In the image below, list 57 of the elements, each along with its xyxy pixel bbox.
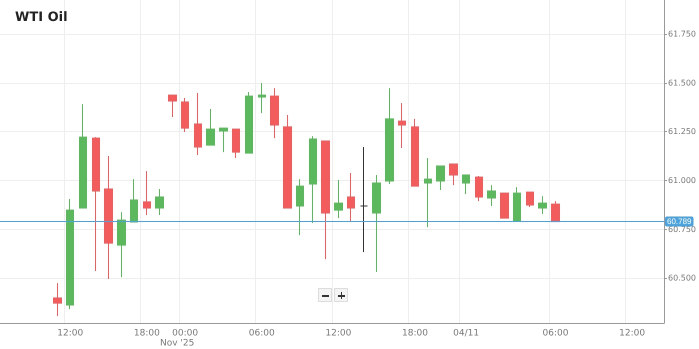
candlestick [526,192,534,208]
candlestick [500,192,509,219]
candlestick [475,175,483,202]
x-tick-label: 18:00 [402,328,428,338]
candlestick [436,165,445,191]
candlestick [360,146,368,253]
candlestick [334,180,343,219]
y-tick-label: 61.750 [668,29,696,38]
candlestick [181,98,189,133]
candlestick [117,212,126,278]
candlestick [347,172,355,222]
candlestick [79,104,87,208]
candlestick [92,136,100,272]
y-tick-label: 60.500 [668,274,696,283]
candlestick [155,188,164,216]
x-tick-label: 06:00 [542,328,569,338]
candlestick [385,88,394,184]
candlestick [309,136,317,224]
candlestick [143,170,151,216]
y-tick-label: 61.250 [668,127,696,136]
candlestick [245,91,253,154]
candlestick [130,178,138,223]
candlestick [283,114,292,208]
x-tick-label: 12:00 [619,328,646,338]
candlestick [219,128,228,153]
text: Nov '25 [160,338,194,348]
x-tick-label: 12:00 [57,328,84,338]
candlestick [206,108,215,146]
candlestick [168,94,177,118]
candlestick [232,128,240,158]
x-tick-label: 12:00 [325,328,352,338]
candlestick [66,198,74,310]
candlestick [296,178,304,236]
candlestick [424,157,432,228]
candlestick [551,200,560,222]
y-tick-label: 61.500 [668,78,696,88]
text: WTI Oil [15,10,68,25]
candlestick [538,196,547,215]
y-tick-label: 61.000 [668,176,696,185]
candlestick [53,282,62,317]
candlestick [104,156,113,280]
x-tick-label: 06:00 [248,328,276,338]
candlestick [462,174,470,195]
candlestick [258,82,266,114]
candlestick [487,184,496,207]
candlestick [270,88,279,139]
candlestick [513,186,521,222]
candlestick [449,164,458,186]
x-tick-label: 00:00 [172,328,198,338]
candlestick [321,140,330,260]
candlestick [372,174,381,273]
ref-line-label: 60.789 [667,216,692,226]
x-tick-label: 18:00 [134,328,160,338]
candlestick [194,92,202,156]
x-tick-label: 04/11 [453,328,480,338]
candlestick [411,118,419,187]
candlestick [398,102,406,149]
